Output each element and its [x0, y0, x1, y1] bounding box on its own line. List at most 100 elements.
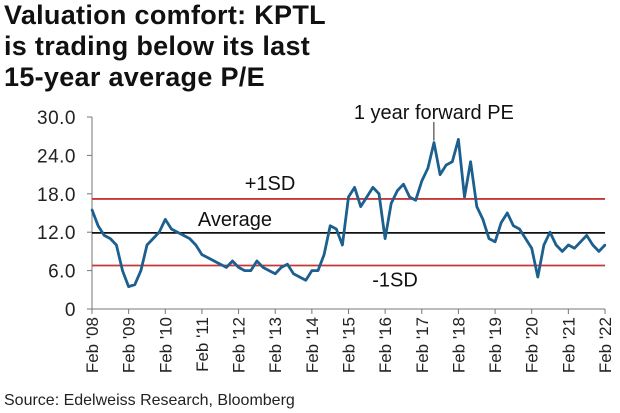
- data-point: [536, 275, 540, 279]
- source-note: Source: Edelweiss Research, Bloomberg: [4, 392, 295, 409]
- data-point: [298, 275, 301, 279]
- x-tick-label: Feb '11: [193, 317, 212, 372]
- data-point: [255, 259, 259, 263]
- y-tick-label: 0: [65, 300, 76, 321]
- data-point: [408, 195, 411, 199]
- data-point: [567, 243, 570, 247]
- x-tick-label: Feb '16: [376, 317, 395, 373]
- annotation-label: 1 year forward PE: [354, 102, 514, 124]
- x-tick-label: Feb '10: [156, 317, 175, 373]
- data-point: [310, 269, 314, 272]
- data-point: [157, 231, 161, 234]
- data-point: [603, 243, 607, 247]
- data-point: [548, 231, 552, 234]
- data-point: [469, 160, 472, 163]
- data-point: [139, 269, 143, 272]
- data-point: [103, 234, 106, 237]
- data-point: [383, 237, 387, 240]
- x-tick-label: Feb '17: [413, 317, 432, 373]
- series-line-1y-forward-pe: [90, 137, 607, 289]
- data-point: [219, 263, 222, 266]
- data-point: [499, 221, 503, 224]
- data-point: [390, 202, 393, 205]
- data-point: [304, 279, 307, 282]
- data-point: [243, 269, 246, 272]
- y-tick-label: 12.0: [37, 223, 76, 244]
- data-point: [585, 234, 588, 237]
- data-point: [475, 205, 478, 208]
- x-tick-label: Feb '15: [340, 317, 359, 373]
- data-point: [426, 167, 430, 170]
- data-point: [554, 243, 558, 247]
- x-tick-label: Feb '21: [559, 317, 578, 373]
- x-tick-label: Feb '12: [230, 317, 249, 373]
- x-tick-label: Feb '20: [523, 317, 542, 373]
- data-point: [573, 247, 576, 250]
- data-point: [396, 189, 399, 192]
- data-point: [420, 179, 423, 183]
- data-point: [200, 253, 204, 256]
- data-point: [206, 256, 210, 259]
- data-point: [261, 266, 265, 269]
- data-point: [292, 272, 295, 275]
- data-point: [127, 285, 130, 288]
- data-point: [182, 234, 185, 237]
- title-line: Valuation comfort: KPTL: [4, 0, 326, 30]
- data-point: [176, 231, 179, 234]
- data-point: [188, 237, 191, 240]
- reference-label: -1SD: [372, 269, 418, 291]
- data-point: [164, 218, 167, 221]
- data-point: [90, 208, 94, 211]
- data-point: [249, 269, 252, 272]
- data-point: [432, 141, 436, 144]
- y-tick-label: 24.0: [37, 146, 76, 167]
- data-point: [591, 243, 594, 247]
- x-tick-label: Feb '13: [266, 317, 285, 373]
- data-point: [451, 160, 454, 163]
- data-point: [322, 253, 326, 256]
- y-tick-label: 6.0: [48, 262, 76, 283]
- data-point: [493, 240, 497, 243]
- x-tick-label: Feb '08: [83, 317, 102, 373]
- data-point: [347, 195, 350, 199]
- data-point: [597, 250, 601, 253]
- data-point: [115, 243, 118, 247]
- reference-label: +1SD: [245, 173, 296, 195]
- data-point: [524, 237, 527, 240]
- x-tick-label: Feb '09: [120, 317, 139, 373]
- x-tick-label: Feb '14: [303, 317, 322, 373]
- data-point: [506, 211, 509, 215]
- title-line: is trading below its last: [4, 31, 311, 61]
- data-point: [512, 224, 515, 227]
- x-tick-label: Feb '22: [596, 317, 615, 373]
- data-point: [402, 183, 405, 186]
- y-tick-label: 18.0: [37, 185, 76, 206]
- data-point: [414, 199, 417, 202]
- data-point: [237, 266, 240, 269]
- data-point: [487, 237, 491, 240]
- data-point: [121, 269, 124, 272]
- data-point: [96, 224, 100, 227]
- data-point: [353, 186, 356, 189]
- data-point: [151, 237, 155, 240]
- data-point: [463, 195, 466, 199]
- data-point: [359, 205, 362, 208]
- data-point: [377, 192, 381, 195]
- chart-title: Valuation comfort: KPTL is trading below…: [4, 0, 326, 93]
- data-point: [194, 243, 198, 247]
- data-point: [170, 227, 173, 231]
- data-point: [341, 243, 344, 247]
- data-point: [518, 227, 521, 231]
- data-point: [328, 224, 332, 227]
- data-point: [286, 263, 289, 266]
- data-point: [212, 259, 216, 263]
- data-point: [579, 240, 582, 243]
- data-point: [225, 266, 228, 269]
- x-tick-label: Feb '18: [449, 317, 468, 373]
- data-point: [542, 243, 546, 247]
- data-point: [267, 269, 271, 272]
- data-point: [133, 283, 136, 286]
- data-point: [145, 243, 149, 247]
